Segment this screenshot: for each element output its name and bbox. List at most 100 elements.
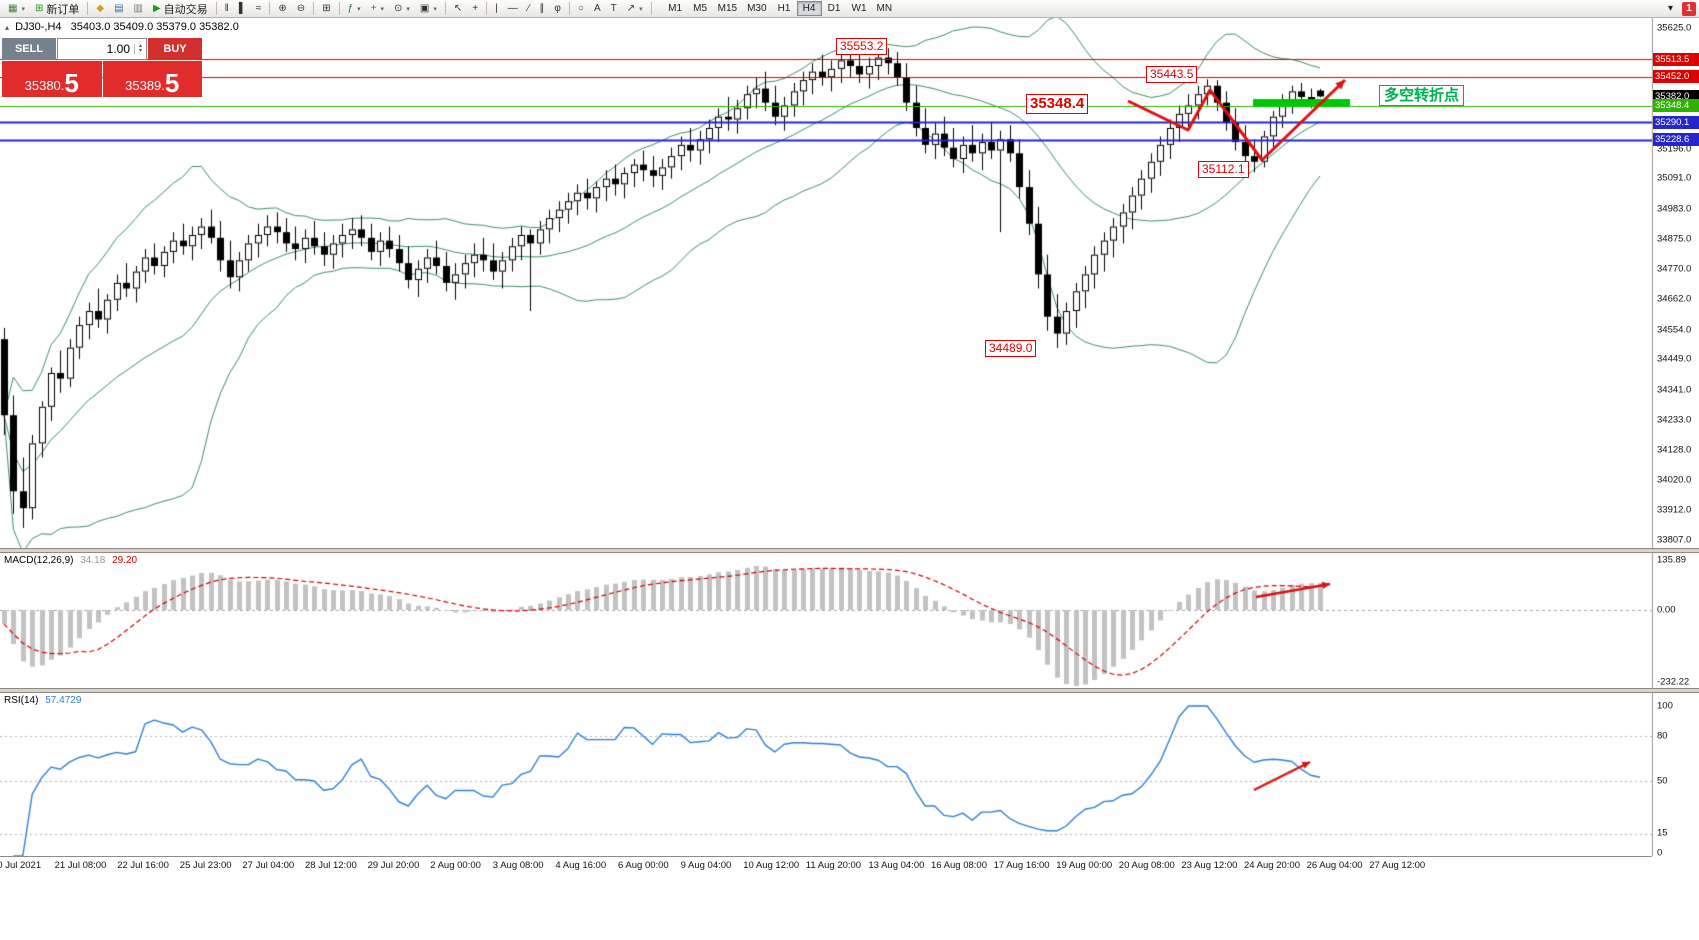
price-axis-tick: 34341.0 <box>1657 384 1692 396</box>
timeframe-m1[interactable]: M1 <box>668 3 683 14</box>
fibonacci-tool-icon: φ <box>554 2 561 14</box>
cursor-tool-icon: ↖ <box>453 2 463 14</box>
chart-ohlc-values: 35403.0 35409.0 35379.0 35382.0 <box>70 21 239 33</box>
text-tool-icon: A <box>593 2 601 14</box>
timeframe-m30[interactable]: M30 <box>747 3 767 14</box>
volume-up-icon[interactable]: ▴ <box>138 43 142 49</box>
tile-windows-button[interactable]: ⊞ <box>317 1 335 17</box>
volume-spinner[interactable]: ▴ ▾ <box>134 43 146 54</box>
price-callout[interactable]: 35553.2 <box>836 38 888 55</box>
toolbar-separator <box>338 2 340 15</box>
macd-panel-splitter[interactable] <box>0 548 1699 553</box>
add-indicator-button[interactable]: + ▾ <box>366 1 389 17</box>
text-tool-button[interactable]: A <box>589 1 606 17</box>
timeframe-w1[interactable]: W1 <box>851 3 867 14</box>
add-indicator-icon: + <box>370 2 377 14</box>
shapes-tool-button[interactable]: ○ <box>573 1 589 17</box>
toolbar-separator <box>486 2 488 15</box>
price-callout[interactable]: 34489.0 <box>985 340 1037 357</box>
time-axis-label: 16 Aug 08:00 <box>931 860 987 871</box>
timeframe-group: M1 M5 M15 M30 H1 H4 D1 W1 MN <box>663 1 897 16</box>
timeframe-d1[interactable]: D1 <box>827 3 841 14</box>
new-chart-button[interactable]: ▦ ▾ <box>3 1 30 17</box>
rsi-name: RSI(14) <box>4 695 39 706</box>
toolbar-separator <box>215 2 217 15</box>
line-chart-mode-icon: ≈ <box>255 2 262 14</box>
candle-chart-mode-icon: ▌ <box>238 2 246 14</box>
sell-price-main: 35380. <box>24 77 65 93</box>
mql-wizard-button[interactable]: ◆ <box>91 1 109 17</box>
label-tool-button[interactable]: T <box>606 1 622 17</box>
volume-input[interactable]: 1.00 ▴ ▾ <box>57 38 147 60</box>
price-callout[interactable]: 35443.5 <box>1146 66 1198 83</box>
time-axis-label: 11 Aug 20:00 <box>805 860 862 871</box>
macd-name: MACD(12,26,9) <box>4 555 74 566</box>
horizontal-line-tool-button[interactable]: — <box>503 1 523 17</box>
time-axis-label: 20 Jul 2021 <box>0 860 42 871</box>
toolbar-overflow-button[interactable]: ▾ <box>1663 1 1678 17</box>
volume-value[interactable]: 1.00 <box>106 42 130 56</box>
timeframe-h4[interactable]: H4 <box>796 1 822 16</box>
chart-ohlc-line: ▴ DJ30-,H4 35403.0 35409.0 35379.0 35382… <box>5 21 239 33</box>
cursor-tool-button[interactable]: ↖ <box>449 1 467 17</box>
timeframe-h1[interactable]: H1 <box>777 3 791 14</box>
shapes-tool-icon: ○ <box>577 2 584 14</box>
bar-chart-mode-button[interactable]: ‖ <box>220 1 234 17</box>
templates-button[interactable]: ▣ ▾ <box>415 1 442 17</box>
timeframe-mn[interactable]: MN <box>876 3 893 14</box>
navigator-button[interactable]: ▥ <box>129 1 148 17</box>
zoom-out-icon: ⊖ <box>296 2 306 14</box>
price-callout[interactable]: 35112.1 <box>1198 161 1249 178</box>
timeframe-m15[interactable]: M15 <box>717 3 738 14</box>
channel-tool-button[interactable]: ∥ <box>534 1 549 17</box>
sell-button[interactable]: SELL <box>2 38 56 60</box>
new-order-button[interactable]: ⊞ 新订单 <box>30 1 84 17</box>
new-chart-icon: ▦ <box>8 2 18 14</box>
rsi-panel-splitter[interactable] <box>0 688 1699 693</box>
crosshair-tool-button[interactable]: + <box>467 1 483 17</box>
rsi-label: RSI(14) 57.4729 <box>4 695 81 706</box>
sell-price-display[interactable]: 35380. 5 <box>2 61 102 97</box>
time-axis[interactable]: 20 Jul 2021 21 Jul 08:00 22 Jul 16:00 25 Ju… <box>0 856 1652 873</box>
indicators-list-button[interactable]: ƒ ▾ <box>343 1 366 17</box>
market-watch-icon: ▤ <box>114 2 124 14</box>
buy-price-display[interactable]: 35389. 5 <box>102 61 202 97</box>
label-tool-icon: T <box>610 2 617 14</box>
channel-tool-icon: ∥ <box>539 2 545 14</box>
price-level-label: 35228.6 <box>1653 133 1699 147</box>
market-watch-button[interactable]: ▤ <box>109 1 128 17</box>
price-level-label: 35348.4 <box>1653 99 1699 113</box>
crosshair-tool-icon: + <box>472 2 479 14</box>
rsi-axis-label: 100 <box>1657 700 1673 712</box>
buy-button[interactable]: BUY <box>148 38 202 60</box>
autotrading-button[interactable]: ▶ 自动交易 <box>148 1 213 17</box>
price-axis-tick: 34770.0 <box>1657 263 1692 275</box>
price-axis-tick: 33807.0 <box>1657 534 1692 546</box>
time-axis-label: 19 Aug 00:00 <box>1056 860 1113 871</box>
price-callout[interactable]: 35348.4 <box>1026 94 1089 114</box>
time-axis-label: 10 Aug 12:00 <box>743 860 800 871</box>
zoom-out-button[interactable]: ⊖ <box>292 1 310 17</box>
templates-icon: ▣ <box>419 2 430 14</box>
trend-note[interactable]: 多空转折点 <box>1379 85 1465 106</box>
autotrading-label: 自动交易 <box>163 3 208 16</box>
time-axis-label: 24 Aug 20:00 <box>1244 860 1300 871</box>
arrows-tool-button[interactable]: ↗ ▾ <box>622 1 648 17</box>
one-click-collapse-toggle[interactable]: ▴ <box>5 23 10 32</box>
periods-button[interactable]: ⊙ ▾ <box>389 1 415 17</box>
time-axis-label: 2 Aug 00:00 <box>430 860 481 871</box>
notification-badge[interactable]: 1 <box>1682 1 1696 16</box>
price-axis-tick: 34554.0 <box>1657 324 1692 336</box>
line-chart-mode-button[interactable]: ≈ <box>251 1 267 17</box>
zoom-in-button[interactable]: ⊕ <box>273 1 291 17</box>
time-axis-label: 4 Aug 16:00 <box>555 860 607 871</box>
vertical-line-tool-button[interactable]: | <box>490 1 503 17</box>
volume-down-icon[interactable]: ▾ <box>138 48 142 54</box>
candle-chart-mode-button[interactable]: ▌ <box>234 1 251 17</box>
fibonacci-tool-button[interactable]: φ <box>549 1 565 17</box>
price-axis-tick: 34449.0 <box>1657 353 1692 365</box>
timeframe-m5[interactable]: M5 <box>693 3 708 14</box>
trendline-tool-button[interactable]: ∕ <box>523 1 535 17</box>
chevron-down-icon: ▾ <box>639 5 643 13</box>
